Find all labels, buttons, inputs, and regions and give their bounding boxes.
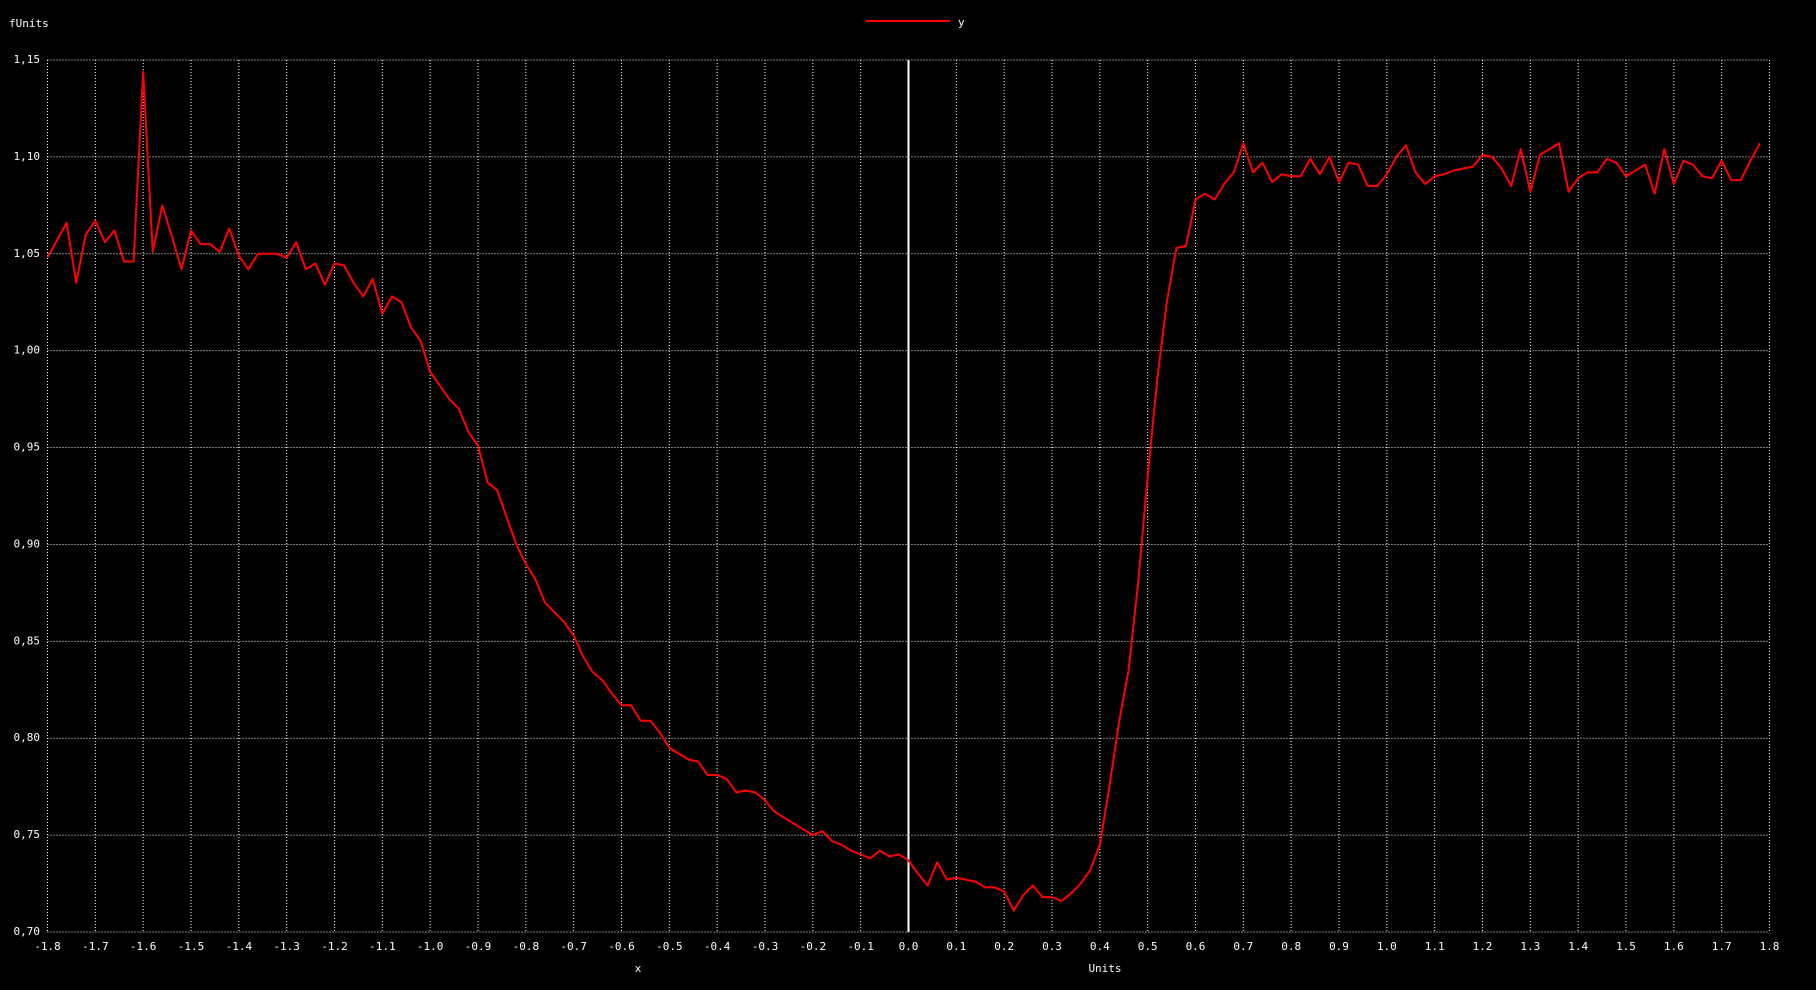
x-tick-label: -0.9 [465,940,492,953]
y-tick-label: 1,15 [14,53,41,66]
x-tick-label: -1.3 [273,940,300,953]
x-tick-label: -0.5 [656,940,683,953]
x-tick-label: -1.8 [34,940,61,953]
x-tick-label: 0.2 [994,940,1014,953]
x-tick-label: 0.8 [1281,940,1301,953]
y-tick-label: 0,90 [14,537,41,550]
x-tick-label: 0.4 [1090,940,1110,953]
x-tick-label: 1.8 [1760,940,1780,953]
x-tick-label: -1.1 [369,940,396,953]
x-tick-label: -0.6 [608,940,635,953]
x-tick-label: -0.4 [704,940,731,953]
x-tick-label: 1.0 [1377,940,1397,953]
y-tick-label: 1,10 [14,150,41,163]
x-tick-label: 0.5 [1138,940,1158,953]
y-axis-unit: fUnits [9,17,49,30]
x-tick-label: 0.0 [899,940,919,953]
x-tick-label: 0.7 [1233,940,1253,953]
x-tick-label: -1.5 [178,940,205,953]
x-tick-label: 1.7 [1712,940,1732,953]
x-tick-label: 1.3 [1520,940,1540,953]
x-tick-label: 1.6 [1664,940,1684,953]
x-tick-label: -1.4 [226,940,253,953]
y-tick-label: 0,85 [14,634,41,647]
x-tick-label: -1.0 [417,940,444,953]
x-axis-unit: Units [1088,962,1121,975]
y-tick-label: 0,95 [14,441,41,454]
x-tick-label: -0.7 [560,940,587,953]
y-tick-label: 0,80 [14,731,41,744]
x-tick-label: 1.1 [1425,940,1445,953]
x-tick-label: 1.4 [1568,940,1588,953]
x-tick-label: -0.3 [752,940,779,953]
x-tick-label: 1.2 [1473,940,1493,953]
x-tick-label: -1.2 [321,940,348,953]
y-tick-label: 0,75 [14,828,41,841]
x-tick-label: -0.2 [800,940,827,953]
x-tick-label: 0.9 [1329,940,1349,953]
y-tick-label: 1,05 [14,247,41,260]
x-axis-label: x [635,962,642,975]
x-tick-label: -1.6 [130,940,157,953]
data-line [46,70,1761,912]
x-tick-label: 0.3 [1042,940,1062,953]
y-tick-label: 0,70 [14,925,41,938]
x-tick-label: -0.8 [513,940,540,953]
x-tick-label: 1.5 [1616,940,1636,953]
x-tick-label: 0.1 [946,940,966,953]
legend-label: y [958,16,965,29]
x-tick-label: 0.6 [1186,940,1206,953]
y-tick-label: 1,00 [14,344,41,357]
x-tick-label: -0.1 [847,940,874,953]
x-tick-label: -1.7 [82,940,109,953]
